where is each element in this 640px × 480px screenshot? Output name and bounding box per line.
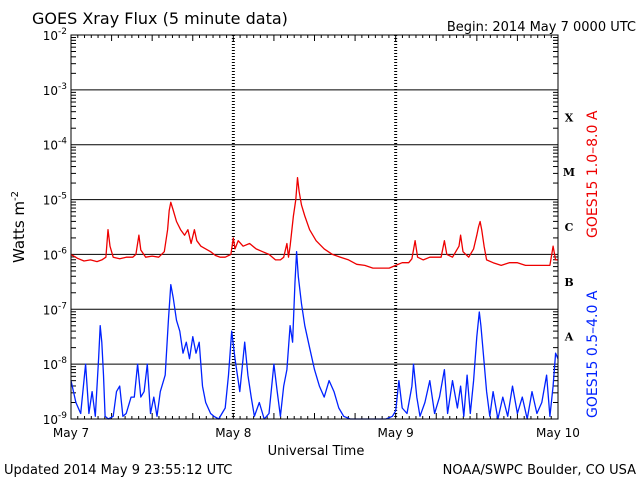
flare-class-label: A <box>564 331 574 344</box>
y-tick-label: 10-7 <box>43 301 67 317</box>
series-short-channel-line <box>70 251 559 420</box>
credit-line: NOAA/SWPC Boulder, CO USA <box>443 463 636 478</box>
x-tick-label: May 8 <box>215 426 251 440</box>
begin-label: Begin: 2014 May 7 0000 UTC <box>447 20 636 35</box>
flare-class-label: M <box>563 166 575 179</box>
y-tick-label: 10-5 <box>43 192 67 208</box>
flare-class-label: X <box>565 111 574 124</box>
legend-long-channel: GOES15 1.0–8.0 A <box>585 110 601 238</box>
y-axis-label-exp: -2 <box>10 191 21 201</box>
y-tick-label: 10-4 <box>43 137 68 153</box>
y-tick-label: 10-9 <box>43 411 68 427</box>
x-tick-label: May 9 <box>378 426 414 440</box>
chart-title: GOES Xray Flux (5 minute data) <box>32 9 288 28</box>
y-axis-label: Watts m-2 <box>10 191 28 263</box>
x-tick-label: May 10 <box>536 426 580 440</box>
flare-class-label: B <box>564 276 573 289</box>
y-tick-label: 10-8 <box>43 356 68 372</box>
plot-frame <box>70 34 559 420</box>
y-tick-label: 10-3 <box>43 82 67 98</box>
y-tick-label: 10-2 <box>43 27 67 43</box>
flare-class-label: C <box>565 221 574 234</box>
series-long-channel-line <box>70 176 558 269</box>
y-axis-label-base: Watts m <box>10 201 28 263</box>
y-tick-label: 10-6 <box>43 246 68 262</box>
updated-timestamp: Updated 2014 May 9 23:55:12 UTC <box>4 463 232 478</box>
x-tick-label: May 7 <box>53 426 89 440</box>
x-axis-label: Universal Time <box>268 444 365 459</box>
legend-short-channel: GOES15 0.5–4.0 A <box>585 290 601 418</box>
